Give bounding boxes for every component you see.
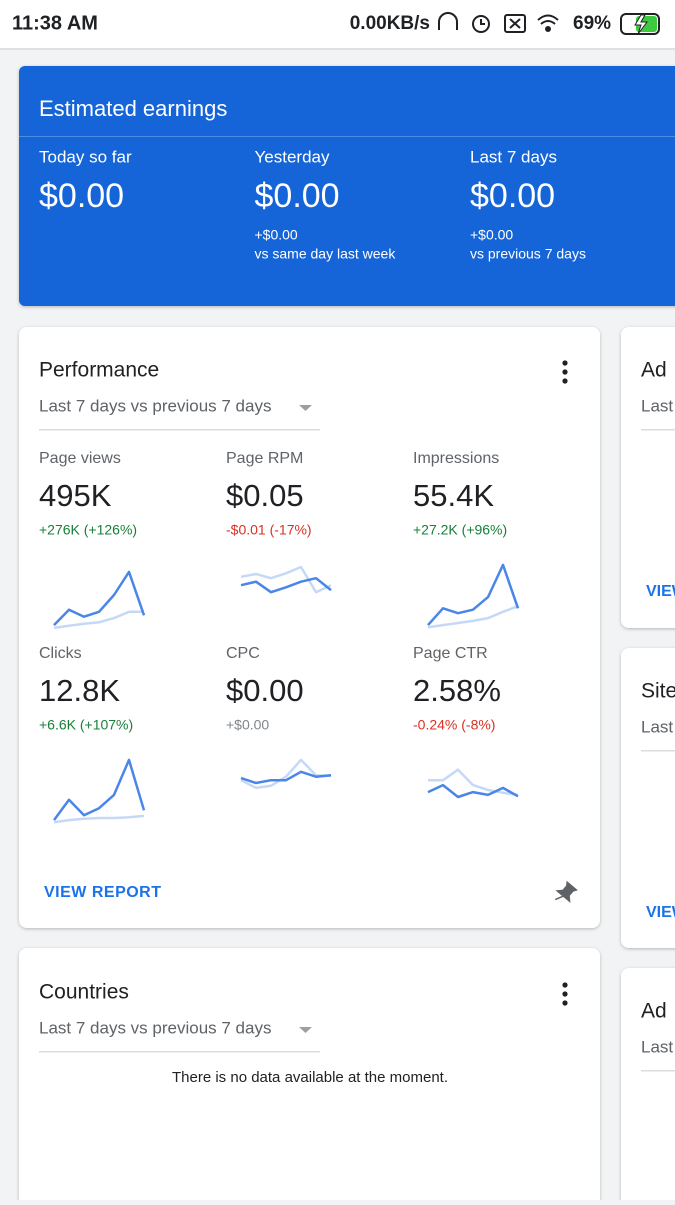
metric-label: Page CTR xyxy=(413,645,488,662)
metric-label: Clicks xyxy=(39,645,82,662)
sparkline-previous xyxy=(53,814,145,824)
battery-icon xyxy=(620,13,660,35)
earnings-change: +$0.00 xyxy=(470,227,513,243)
dropdown-arrow[interactable] xyxy=(299,1027,312,1033)
metric-value: 2.58% xyxy=(413,673,501,708)
earnings-title: Estimated earnings xyxy=(39,96,227,121)
metric-label: Page RPM xyxy=(226,450,303,467)
dropdown-arrow[interactable] xyxy=(299,405,312,411)
earnings-label: Last 7 days xyxy=(470,147,557,166)
sparkline-previous xyxy=(428,768,519,797)
sparkline-current xyxy=(53,570,146,626)
time: 11:38 AM xyxy=(12,12,98,34)
metric-change: -$0.01 (-17%) xyxy=(226,522,312,538)
metric-change: +276K (+126%) xyxy=(39,522,137,538)
sparkline-previous xyxy=(427,605,519,629)
sparkline-current xyxy=(427,563,520,626)
earnings-comparison: vs previous 7 days xyxy=(470,246,586,262)
status-bar xyxy=(0,0,675,48)
period-underline xyxy=(39,429,320,431)
earnings-value: $0.00 xyxy=(255,177,340,215)
side-card-action[interactable]: VIEW xyxy=(646,583,675,600)
side-card xyxy=(621,648,675,948)
side-cards: Ad Last VIEW Site Last VIEW Ad Last xyxy=(621,327,675,1205)
period-underline xyxy=(39,1051,320,1053)
metrics: Page views 495K +276K (+126%) Page RPM $0.05… xyxy=(39,450,520,824)
earnings-items: Today so far $0.00 Yesterday $0.00 +$0.00 vs … xyxy=(39,147,586,261)
earnings-label: Yesterday xyxy=(255,147,330,166)
period-underline xyxy=(641,429,675,431)
earnings-label: Today so far xyxy=(39,147,132,166)
metric-value: 55.4K xyxy=(413,478,494,513)
sparkline-previous xyxy=(240,565,332,594)
empty-message: There is no data available at the moment… xyxy=(172,1069,448,1086)
performance-card xyxy=(19,327,600,928)
metric-value: $0.00 xyxy=(226,673,304,708)
pin-icon[interactable] xyxy=(552,880,578,907)
metric-change: -0.24% (-8%) xyxy=(413,717,495,733)
metric-value: 12.8K xyxy=(39,673,120,708)
side-card-period: Last xyxy=(641,396,673,415)
earnings-divider xyxy=(19,136,675,137)
sparkline-current xyxy=(52,758,146,821)
sparkline-previous xyxy=(53,610,144,630)
metric-change: +$0.00 xyxy=(226,717,269,733)
side-card-title: Ad xyxy=(641,359,667,382)
period-selector[interactable]: Last 7 days vs previous 7 days xyxy=(39,1018,271,1037)
metric-label: CPC xyxy=(226,645,260,662)
side-card xyxy=(621,327,675,628)
status-icons xyxy=(438,12,559,33)
earnings-comparison: vs same day last week xyxy=(255,246,397,262)
side-card-title: Site xyxy=(641,680,675,703)
more-menu[interactable] xyxy=(562,360,568,384)
side-card xyxy=(621,968,675,1205)
earnings-value: $0.00 xyxy=(39,177,124,215)
sparkline-previous xyxy=(240,758,332,790)
earnings-card xyxy=(19,66,675,306)
side-card-period: Last xyxy=(641,717,673,736)
metric-label: Impressions xyxy=(413,450,499,467)
network-speed: 0.00KB/s xyxy=(350,13,430,34)
sparkline-current xyxy=(240,576,332,594)
side-card-title: Ad xyxy=(641,1000,667,1023)
metric-value: 495K xyxy=(39,478,112,513)
earnings-change: +$0.00 xyxy=(255,227,298,243)
metric-change: +27.2K (+96%) xyxy=(413,522,507,538)
period-underline xyxy=(641,750,675,752)
status-divider xyxy=(0,48,675,50)
sparkline-current xyxy=(240,770,332,785)
battery-level: 69% xyxy=(573,13,611,34)
metric-value: $0.05 xyxy=(226,478,304,513)
metric-label: Page views xyxy=(39,450,121,467)
performance-title: Performance xyxy=(39,359,159,382)
metric-change: +6.6K (+107%) xyxy=(39,717,133,733)
side-card-action[interactable]: VIEW xyxy=(646,904,675,921)
countries-title: Countries xyxy=(39,981,129,1004)
more-menu[interactable] xyxy=(562,982,568,1006)
earnings-value: $0.00 xyxy=(470,177,555,215)
countries-card xyxy=(19,948,600,1205)
period-selector[interactable]: Last 7 days vs previous 7 days xyxy=(39,396,271,415)
sparkline-current xyxy=(427,783,519,799)
view-report[interactable]: VIEW REPORT xyxy=(44,884,162,901)
side-card-period: Last xyxy=(641,1037,673,1056)
period-underline xyxy=(641,1070,675,1072)
